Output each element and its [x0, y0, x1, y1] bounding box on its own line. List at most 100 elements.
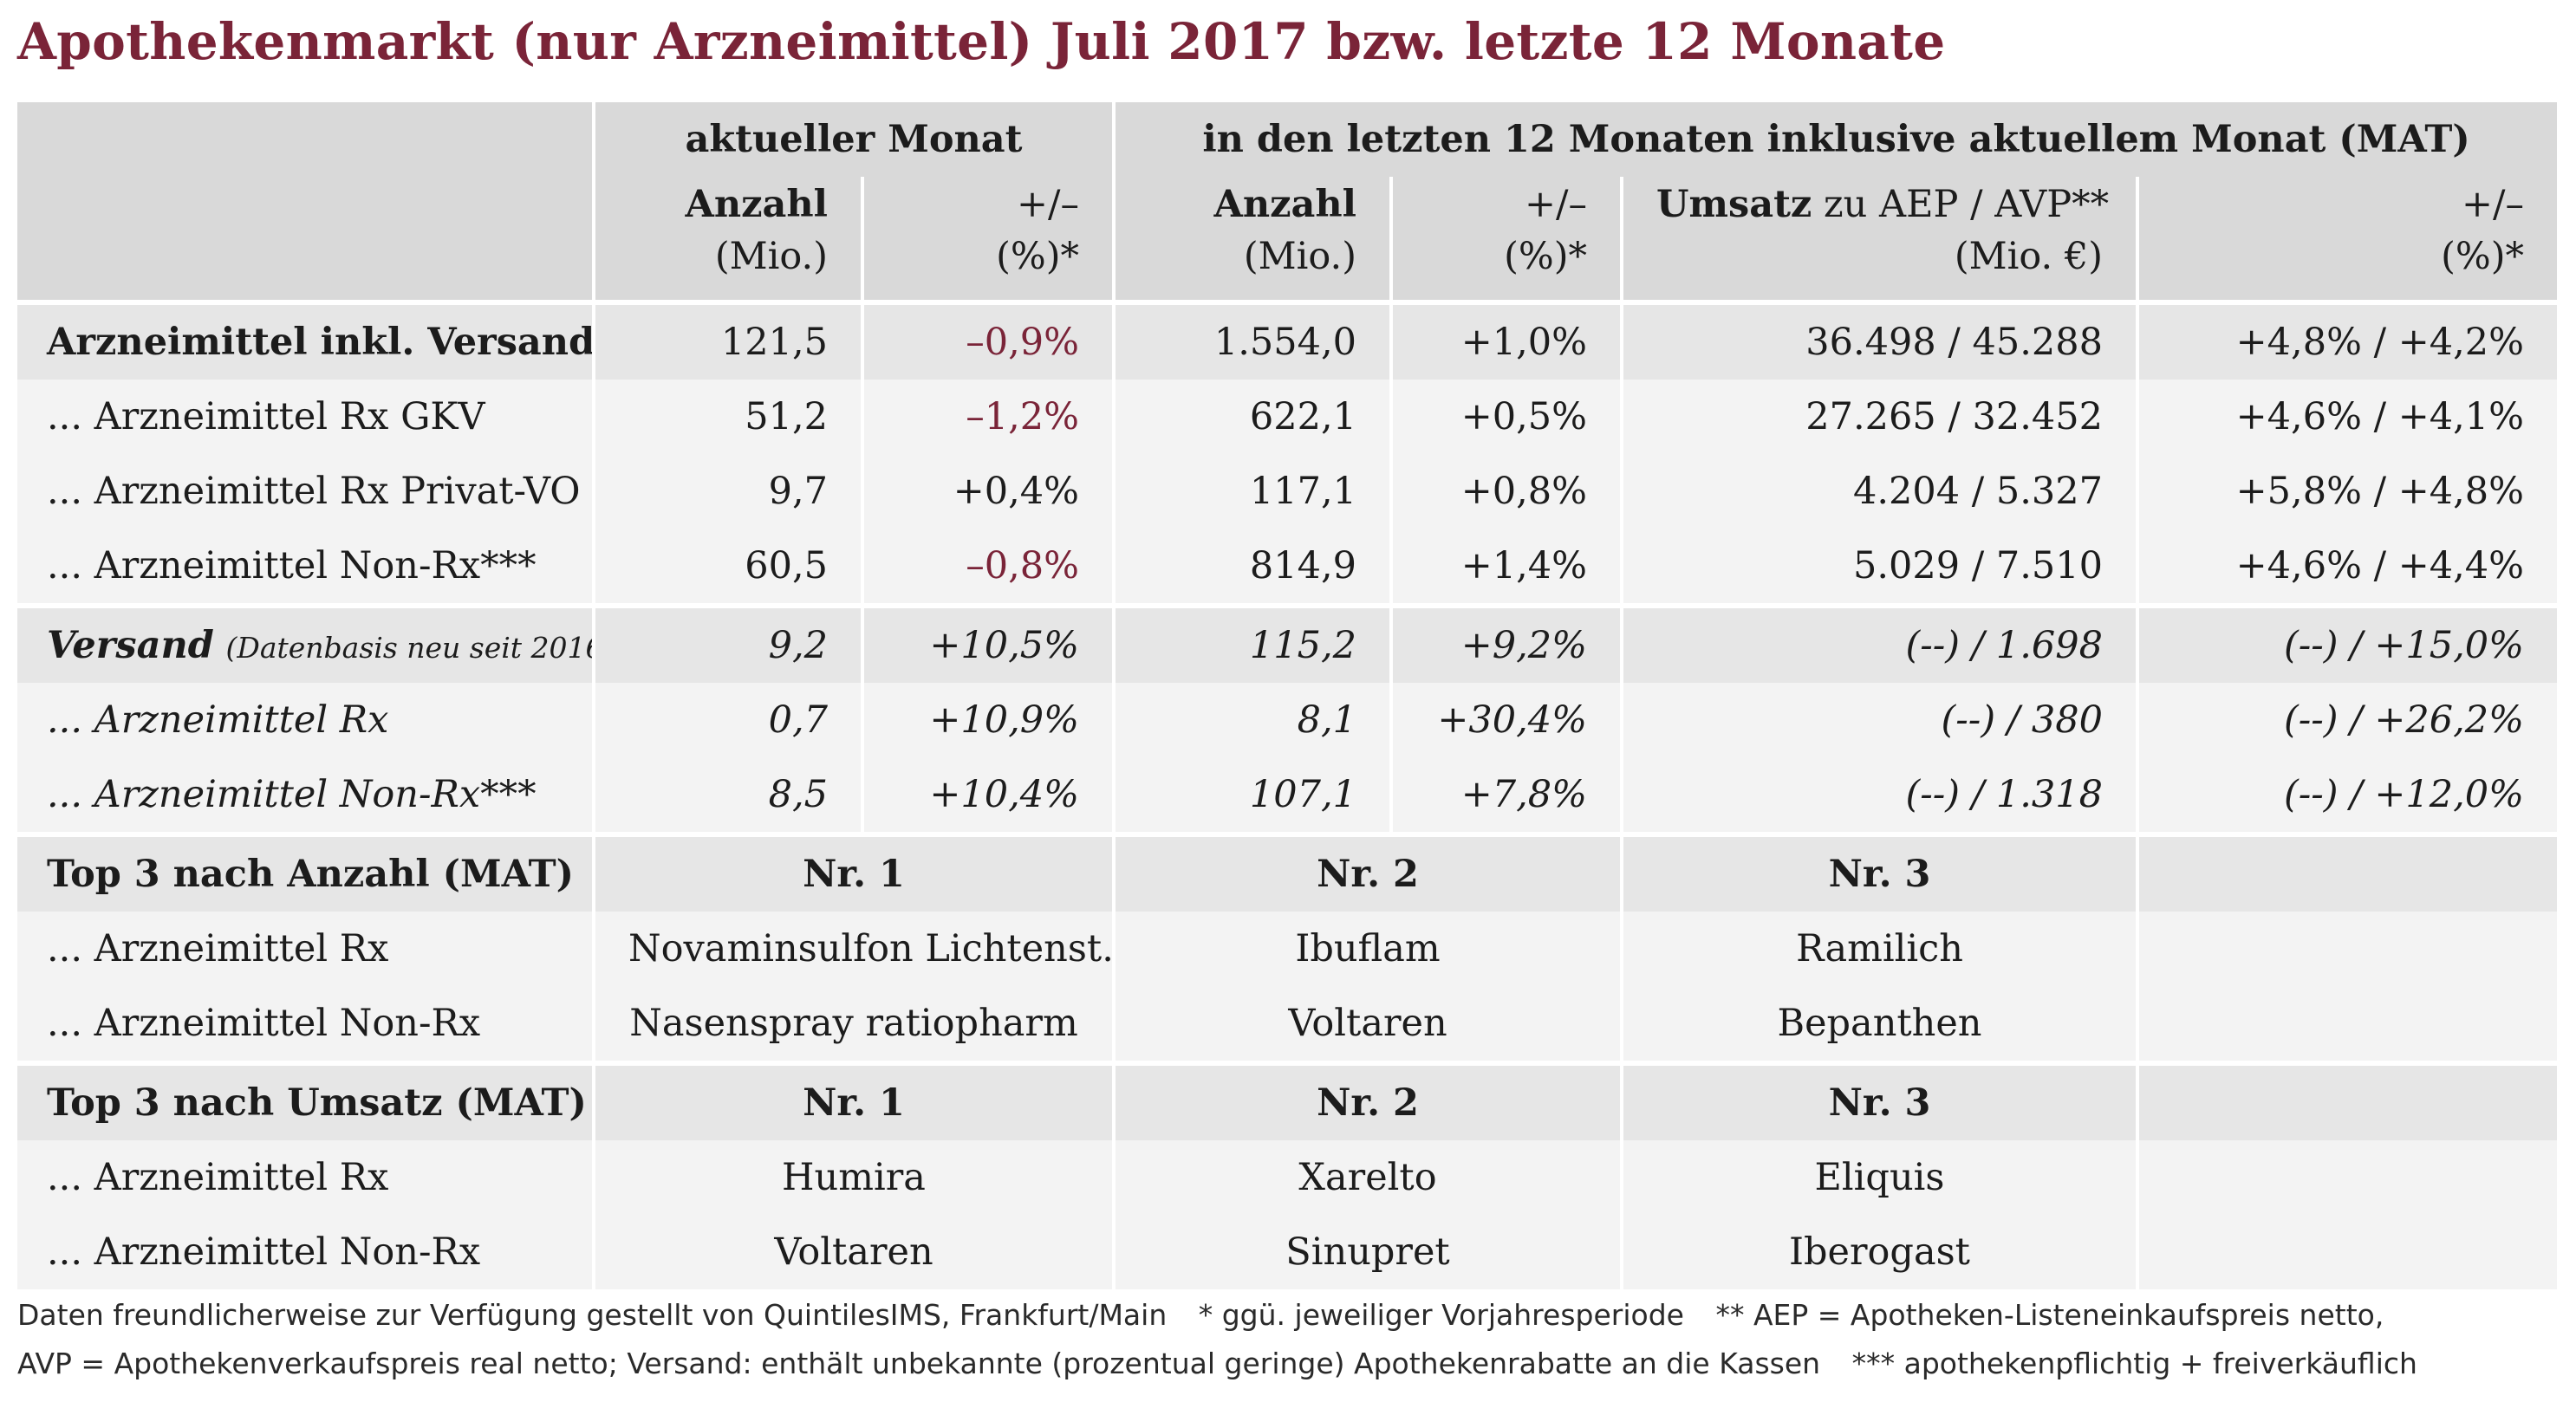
page-title: Apothekenmarkt (nur Arzneimittel) Juli 2…: [17, 12, 1946, 71]
empty-cell: [2135, 1140, 2558, 1215]
section-label: Top 3 nach Umsatz (MAT): [17, 1061, 594, 1140]
header-umsatz-label: Umsatz: [1656, 183, 1812, 226]
row-label: Versand (Datenbasis neu seit 2016): [17, 603, 595, 683]
row-label: ... Arzneimittel Rx: [17, 683, 594, 757]
cell-anzahl-mat: 117,1: [1112, 454, 1391, 529]
cell-anzahl-mat: 622,1: [1112, 380, 1391, 454]
cell-umsatz-change: (--) / +12,0%: [2135, 757, 2558, 834]
footnote-star2a: ** AEP = Apotheken-Listeneinkaufspreis n…: [1715, 1298, 2384, 1332]
header-change-label: +/–: [1016, 183, 1079, 226]
cell-anzahl-month: 9,2: [592, 603, 862, 683]
cell-change-month: –1,2%: [861, 380, 1114, 454]
empty-cell: [2135, 1215, 2558, 1289]
footnote-star1: * ggü. jeweiliger Vorjahresperiode: [1198, 1298, 1684, 1332]
cell-umsatz: 5.029 / 7.510: [1620, 529, 2137, 606]
row-label: ... Arzneimittel Non-Rx***: [17, 529, 594, 606]
product-rank-3: Iberogast: [1620, 1215, 2137, 1289]
header-umsatz-basis: zu AEP / AVP**: [1824, 183, 2110, 226]
header-anzahl-2: Anzahl (Mio.): [1112, 177, 1391, 302]
header-change-label: +/–: [1524, 183, 1587, 226]
cell-anzahl-month: 8,5: [592, 757, 862, 834]
table-row: ... Arzneimittel Rx Humira Xarelto Eliqu…: [17, 1140, 2558, 1215]
rank-3-label: Nr. 3: [1620, 832, 2137, 912]
table-row: ... Arzneimittel Rx Novaminsulfon Lichte…: [17, 912, 2558, 986]
cell-anzahl-month: 9,7: [592, 454, 862, 529]
cell-change-mat: +0,5%: [1389, 380, 1622, 454]
header-anzahl-unit: (Mio.): [1243, 235, 1356, 278]
table-row: ... Arzneimittel Non-Rx Nasenspray ratio…: [17, 986, 2558, 1063]
cell-change-month: +10,4%: [861, 757, 1114, 834]
cell-anzahl-mat: 107,1: [1112, 757, 1391, 834]
empty-cell: [2135, 1061, 2558, 1140]
header-change-2: +/– (%)*: [1389, 177, 1622, 302]
cell-anzahl-month: 51,2: [592, 380, 862, 454]
cell-change-month: +0,4%: [861, 454, 1114, 529]
cell-anzahl-mat: 8,1: [1112, 683, 1391, 757]
empty-cell: [2135, 832, 2558, 912]
row-label: ... Arzneimittel Non-Rx: [17, 986, 594, 1063]
header-change-label: +/–: [2462, 183, 2525, 226]
table-row: ... Arzneimittel Non-Rx Voltaren Sinupre…: [17, 1215, 2558, 1289]
header-change-unit: (%)*: [1504, 235, 1587, 278]
cell-anzahl-month: 121,5: [592, 300, 862, 380]
table-row: ... Arzneimittel Rx 0,7 +10,9% 8,1 +30,4…: [17, 683, 2558, 757]
product-rank-3: Eliquis: [1620, 1140, 2137, 1215]
rank-3-label: Nr. 3: [1620, 1061, 2137, 1140]
top-anzahl-header-row: Top 3 nach Anzahl (MAT) Nr. 1 Nr. 2 Nr. …: [17, 832, 2558, 912]
row-label: ... Arzneimittel Non-Rx***: [17, 757, 594, 834]
product-rank-1: Nasenspray ratiopharm: [592, 986, 1114, 1063]
cell-umsatz-change: (--) / +26,2%: [2135, 683, 2558, 757]
cell-umsatz-change: +4,8% / +4,2%: [2135, 300, 2558, 380]
cell-change-mat: +30,4%: [1389, 683, 1622, 757]
cell-umsatz: 36.498 / 45.288: [1620, 300, 2137, 380]
rank-2-label: Nr. 2: [1112, 832, 1622, 912]
cell-umsatz-change: +4,6% / +4,4%: [2135, 529, 2558, 606]
table-row: ... Arzneimittel Rx GKV 51,2 –1,2% 622,1…: [17, 380, 2558, 454]
row-label-note: (Datenbasis neu seit 2016): [225, 631, 595, 665]
cell-umsatz-change: +4,6% / +4,1%: [2135, 380, 2558, 454]
product-rank-1: Voltaren: [592, 1215, 1114, 1289]
header-umsatz: Umsatz zu AEP / AVP** (Mio. €): [1620, 177, 2137, 302]
row-label: ... Arzneimittel Rx: [17, 1140, 594, 1215]
footnote-line-2: AVP = Apothekenverkaufspreis real netto;…: [17, 1340, 2440, 1388]
footnotes: Daten freundlicherweise zur Verfügung ge…: [17, 1291, 2440, 1388]
header-change-3: +/– (%)*: [2135, 177, 2558, 302]
row-label: ... Arzneimittel Non-Rx: [17, 1215, 594, 1289]
header-anzahl-label: Anzahl: [1213, 183, 1356, 226]
cell-anzahl-mat: 115,2: [1112, 603, 1391, 683]
top-umsatz-header-row: Top 3 nach Umsatz (MAT) Nr. 1 Nr. 2 Nr. …: [17, 1061, 2558, 1140]
header-anzahl-label: Anzahl: [685, 183, 828, 226]
header-columns-row: Anzahl (Mio.) +/– (%)* Anzahl (Mio.) +/–…: [17, 177, 2558, 302]
cell-umsatz: (--) / 380: [1620, 683, 2137, 757]
cell-change-month: +10,5%: [861, 603, 1114, 683]
header-anzahl-unit: (Mio.): [714, 235, 828, 278]
empty-cell: [2135, 986, 2558, 1063]
cell-anzahl-month: 60,5: [592, 529, 862, 606]
header-umsatz-unit: (Mio. €): [1954, 235, 2103, 278]
row-label: ... Arzneimittel Rx GKV: [17, 380, 594, 454]
cell-umsatz-change: +5,8% / +4,8%: [2135, 454, 2558, 529]
table-row: Arzneimittel inkl. Versand 121,5 –0,9% 1…: [17, 300, 2558, 380]
market-table: aktueller Monat in den letzten 12 Monate…: [17, 102, 2558, 1289]
product-rank-2: Xarelto: [1112, 1140, 1622, 1215]
product-rank-3: Ramilich: [1620, 912, 2137, 986]
cell-umsatz: (--) / 1.698: [1620, 603, 2137, 683]
product-rank-1: Novaminsulfon Lichtenst.: [592, 912, 1114, 986]
row-label: Arzneimittel inkl. Versand: [17, 300, 594, 380]
table-row: ... Arzneimittel Non-Rx*** 8,5 +10,4% 10…: [17, 757, 2558, 834]
cell-umsatz-change: (--) / +15,0%: [2135, 603, 2558, 683]
header-mat: in den letzten 12 Monaten inklusive aktu…: [1111, 102, 2558, 177]
footnote-star3: *** apothekenpflichtig + freiverkäuflich: [1851, 1347, 2417, 1380]
table-row: Versand (Datenbasis neu seit 2016) 9,2 +…: [17, 603, 2558, 683]
cell-change-mat: +1,4%: [1389, 529, 1622, 606]
header-current-month: aktueller Monat: [592, 102, 1114, 177]
cell-anzahl-mat: 814,9: [1112, 529, 1391, 606]
cell-change-month: –0,9%: [861, 300, 1114, 380]
rank-1-label: Nr. 1: [592, 1061, 1114, 1140]
header-change-unit: (%)*: [996, 235, 1079, 278]
cell-change-mat: +1,0%: [1389, 300, 1622, 380]
product-rank-2: Ibuflam: [1112, 912, 1622, 986]
footnote-line-1: Daten freundlicherweise zur Verfügung ge…: [17, 1291, 2440, 1340]
cell-change-mat: +0,8%: [1389, 454, 1622, 529]
cell-anzahl-mat: 1.554,0: [1112, 300, 1391, 380]
